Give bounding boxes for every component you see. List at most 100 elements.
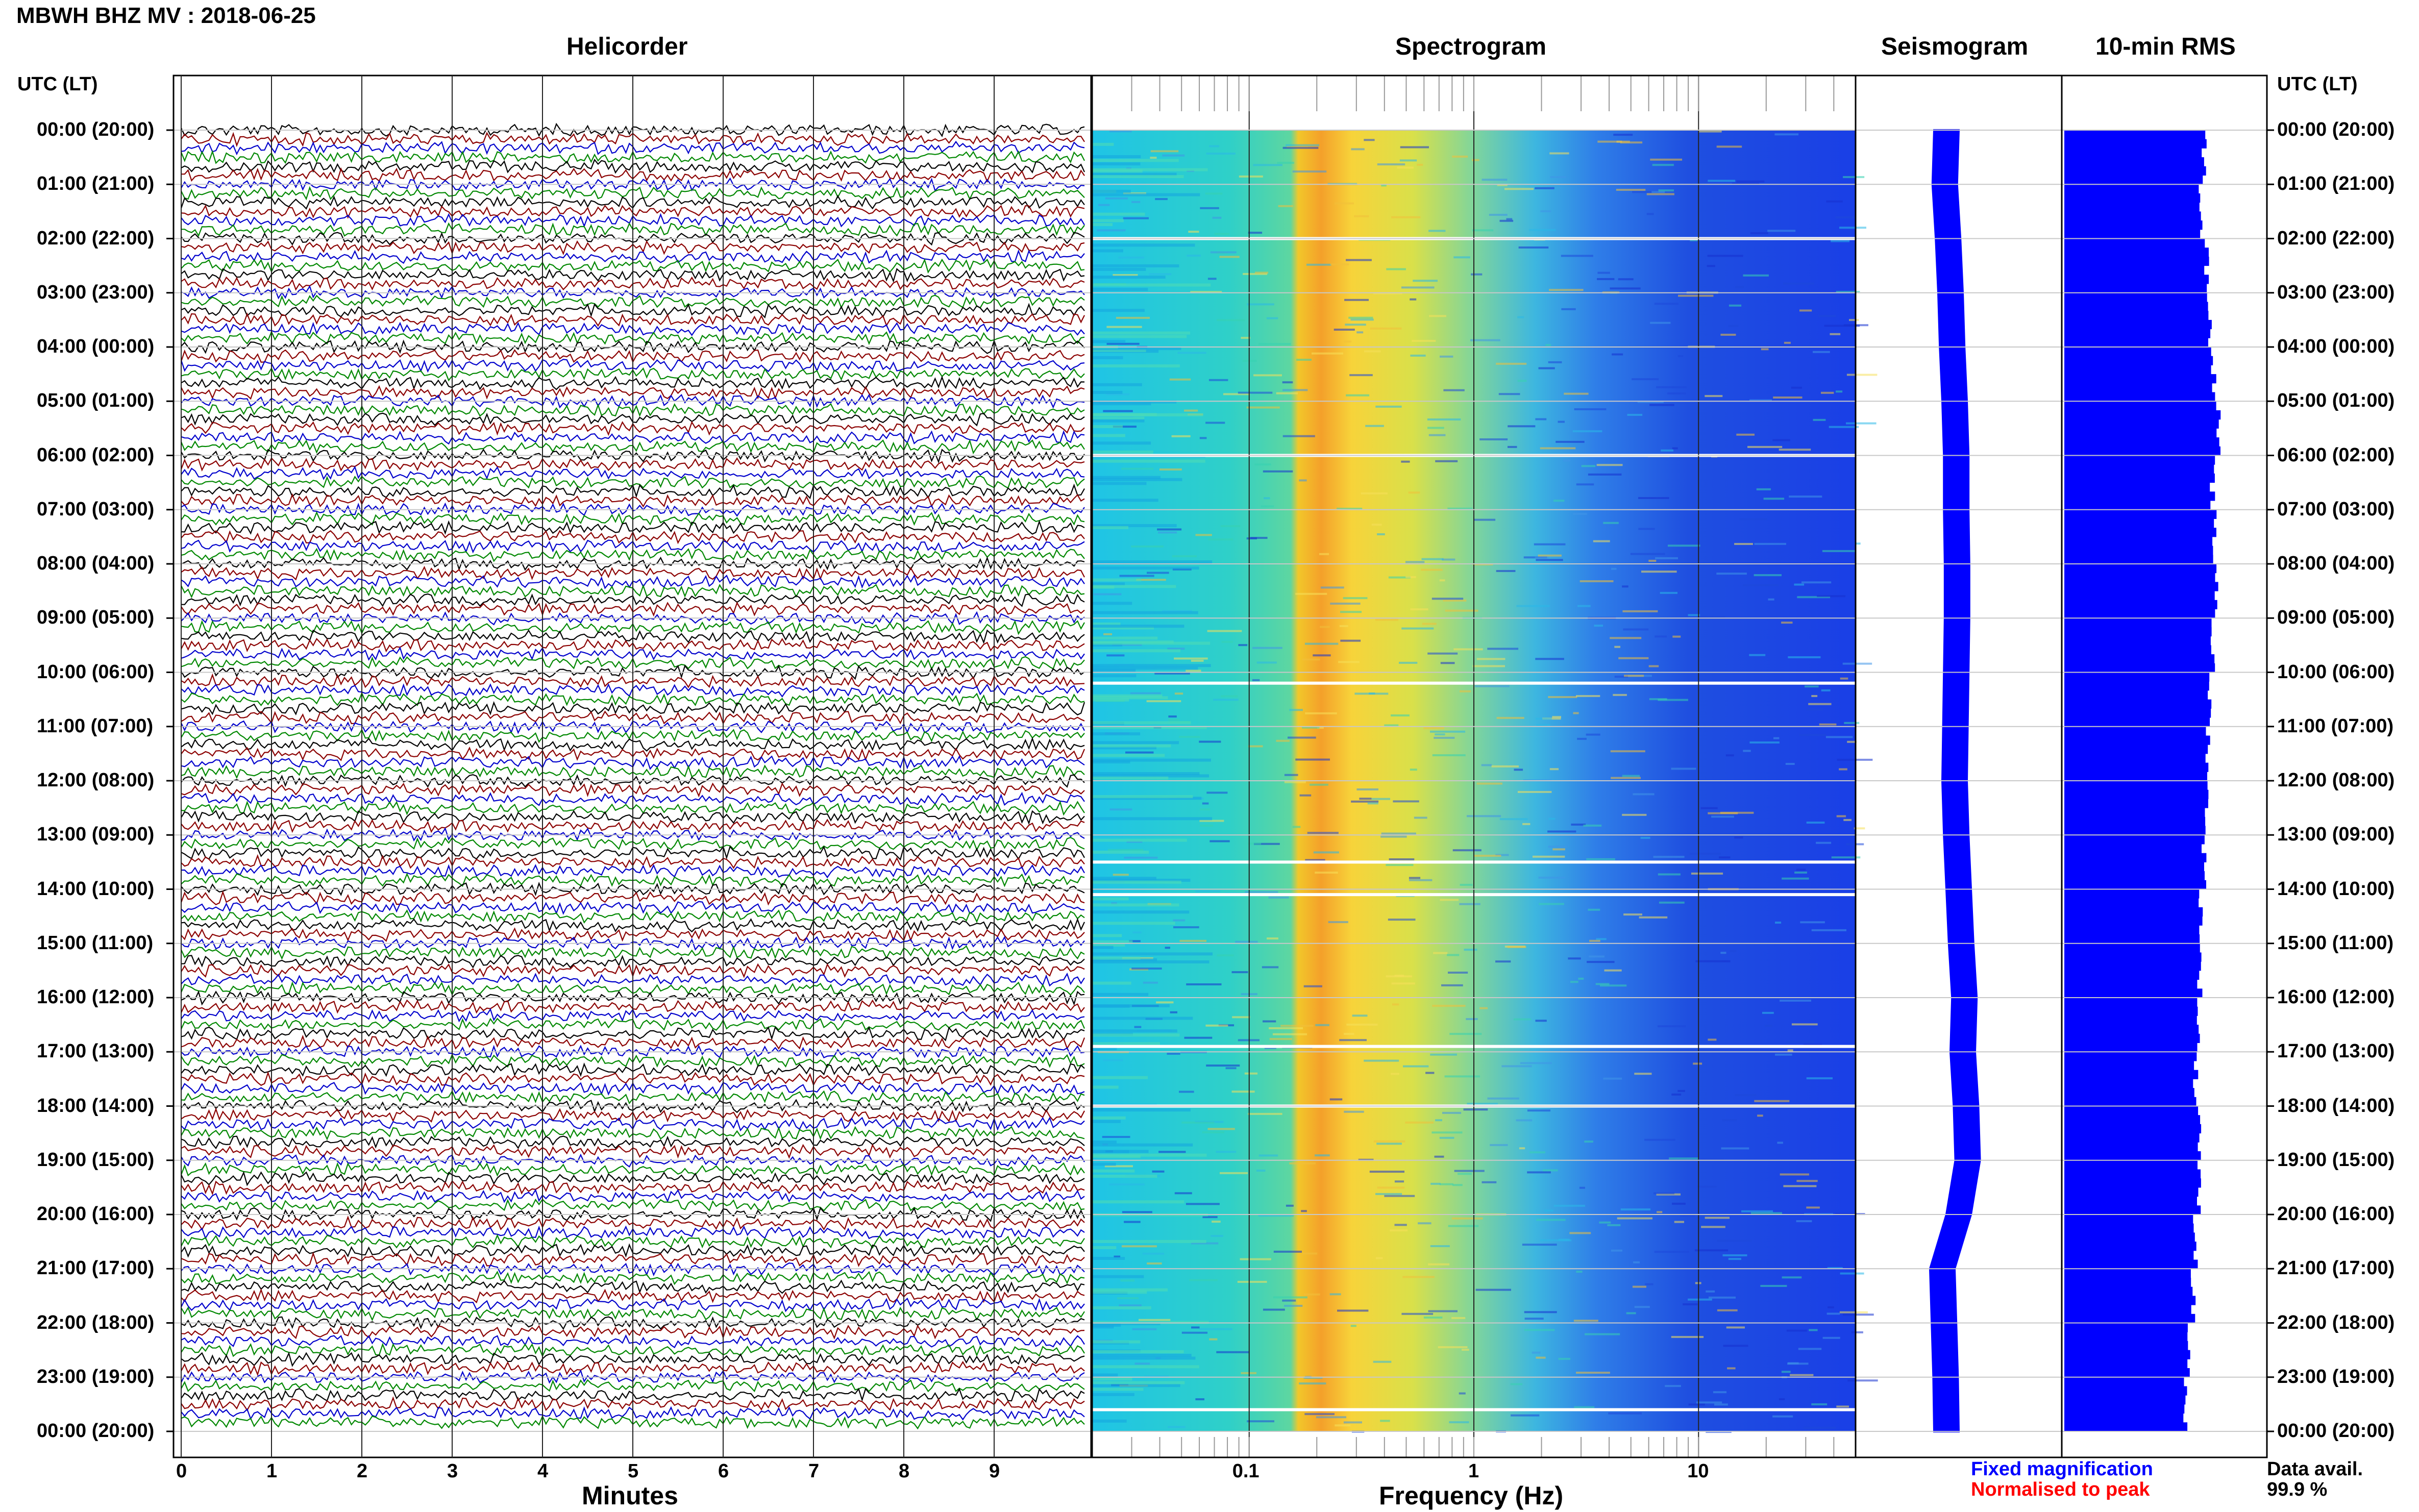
spectrogram-texture (1103, 633, 1113, 635)
spectrogram-texture (1840, 1272, 1864, 1275)
spectrogram-texture (1720, 952, 1726, 954)
spectrogram-texture (1453, 256, 1470, 259)
spectrogram-texture (1579, 1186, 1585, 1189)
spectrogram-texture (1466, 1018, 1478, 1020)
spectrogram-texture (1334, 329, 1355, 331)
spectrogram-texture (1549, 289, 1584, 291)
spectrogram-texture (1586, 733, 1600, 736)
spectrogram-texture (1556, 440, 1585, 443)
spectrogram-texture (1458, 1173, 1472, 1175)
spectrogram-texture (1847, 740, 1857, 743)
spectrogram-texture (1280, 1025, 1314, 1027)
rms-bar (2064, 238, 2205, 248)
spectrogram-texture (1092, 1387, 1144, 1391)
spectrogram-texture (1391, 714, 1410, 716)
spectrogram-texture (1199, 437, 1207, 439)
rms-bar (2064, 347, 2211, 357)
spectrogram-texture (1690, 239, 1698, 241)
spectrogram-texture (1623, 913, 1642, 916)
spectrogram-texture (1343, 1421, 1362, 1424)
spectrogram-texture (1529, 229, 1556, 231)
spectrogram-texture (1640, 836, 1650, 839)
spectrogram-texture (1315, 872, 1338, 874)
spectrogram-texture (1479, 438, 1508, 440)
spectrogram-texture (1264, 497, 1270, 500)
spectrogram-texture (1401, 286, 1435, 289)
spectrogram-texture (1092, 760, 1130, 764)
spectrogram-texture (1092, 664, 1211, 667)
rms-bar (2064, 1115, 2201, 1125)
spectrogram-texture (1092, 940, 1133, 944)
spectrogram-texture (1432, 1005, 1466, 1007)
seismogram-title: Seismogram (1881, 33, 2029, 60)
spectrogram-texture (1092, 1354, 1192, 1357)
spectrogram-texture (1199, 1328, 1232, 1330)
spectrogram-texture (1304, 642, 1339, 645)
spectrogram-texture (1451, 1317, 1466, 1319)
spectrogram-texture (1658, 699, 1688, 701)
spectrogram-texture (1472, 159, 1479, 161)
spectrogram-texture (1195, 534, 1212, 536)
time-label-right: 14:00 (10:00) (2277, 878, 2395, 900)
spectrogram-texture (1553, 500, 1565, 502)
spectrogram-texture (1337, 508, 1363, 510)
rms-bar (2064, 1404, 2185, 1414)
rms-bar (2064, 1305, 2191, 1315)
spectrogram-texture (1350, 1325, 1356, 1327)
minute-tick-label: 1 (266, 1460, 278, 1482)
rms-bar (2064, 1124, 2202, 1134)
spectrogram-texture (1847, 1379, 1878, 1382)
spectrogram-texture (1256, 661, 1277, 664)
spectrogram-texture (1202, 1131, 1224, 1133)
rms-bar (2064, 256, 2209, 266)
spectrogram-texture (1524, 1329, 1555, 1331)
spectrogram-texture (1139, 1319, 1171, 1321)
spectrogram-texture (1796, 869, 1806, 871)
rms-bar (2064, 1052, 2197, 1061)
spectrogram-texture (1808, 703, 1832, 705)
spectrogram-texture (1346, 394, 1370, 396)
spectrogram-texture (1335, 1424, 1351, 1427)
spectrogram-texture (1253, 374, 1282, 377)
spectrogram-texture (1430, 730, 1466, 733)
spectrogram-texture (1700, 1158, 1724, 1161)
spectrogram-texture (1622, 775, 1640, 777)
spectrogram-texture (1373, 1360, 1392, 1363)
spectrogram-panel (1092, 76, 1878, 1457)
spectrogram-texture (1806, 1077, 1833, 1080)
rms-bar (2064, 1395, 2186, 1405)
spectrogram-texture (1376, 1143, 1402, 1145)
rms-bar (2064, 808, 2205, 817)
spectrogram-texture (1370, 327, 1402, 330)
spectrogram-texture (1191, 659, 1204, 662)
spectrogram-texture (1475, 1288, 1511, 1291)
spectrogram-texture (1645, 1283, 1653, 1285)
spectrogram-texture (1627, 414, 1643, 416)
rms-bar (2064, 284, 2207, 293)
spectrogram-texture (1829, 426, 1859, 428)
spectrogram-texture (1330, 263, 1349, 266)
time-label-right: 03:00 (23:00) (2277, 281, 2395, 303)
spectrogram-texture (1167, 648, 1185, 650)
spectrogram-texture (1552, 848, 1565, 851)
time-label-right: 00:00 (20:00) (2277, 1420, 2395, 1442)
spectrogram-texture (1092, 1246, 1117, 1249)
spectrogram-texture (1846, 422, 1877, 425)
time-label-right: 09:00 (05:00) (2277, 607, 2395, 629)
spectrogram-texture (1365, 425, 1384, 427)
spectrogram-texture (1092, 797, 1202, 800)
rms-bar (2064, 365, 2211, 375)
spectrogram-texture (1474, 518, 1496, 521)
spectrogram-texture (1399, 661, 1418, 664)
spectrogram-texture (1168, 715, 1177, 718)
spectrogram-texture (1345, 324, 1366, 326)
spectrogram-texture (1428, 230, 1446, 232)
spectrogram-texture (1313, 851, 1339, 854)
spectrogram-texture (1186, 670, 1201, 672)
spectrogram-texture (1672, 1202, 1686, 1205)
spectrogram-texture (1302, 726, 1320, 729)
spectrogram-texture (1092, 1373, 1118, 1377)
spectrogram-texture (1743, 750, 1751, 752)
spectrogram-texture (1839, 768, 1847, 771)
spectrogram-texture (1431, 1131, 1463, 1134)
